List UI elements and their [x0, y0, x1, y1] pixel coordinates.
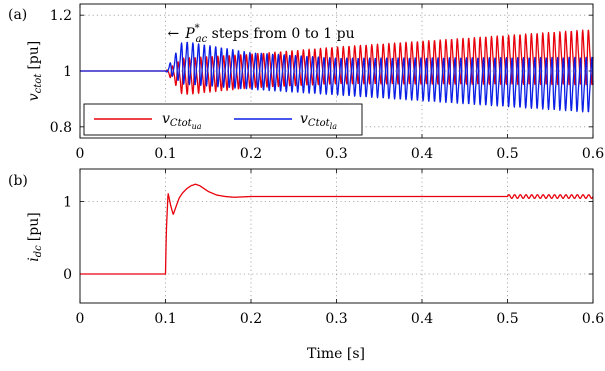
ylabel-a-main: v — [26, 93, 42, 101]
xtick-label-a: 0.1 — [154, 146, 176, 162]
panel-a-series — [79, 29, 594, 113]
series-line-i-dc — [79, 183, 594, 275]
legend-la-subsub: la — [330, 122, 338, 131]
annotation-arrow: ← — [168, 26, 180, 42]
panel-b-series — [79, 183, 594, 275]
xtick-label-a: 0.6 — [582, 146, 604, 162]
panel-a: (a) 0 0.1 0.2 0.3 0.4 0.5 0.60.811.2 vctot[pu]… — [8, 3, 604, 162]
series-line-v-ctot-la — [79, 41, 594, 113]
xtick-label-b: 0 — [76, 311, 85, 327]
xtick-label-b: 0.2 — [240, 311, 262, 327]
ylabel-b-sub: dc — [33, 245, 44, 257]
ytick-label-a: 1 — [63, 64, 72, 80]
legend-ua-name: v — [162, 111, 170, 127]
ylabel-a-unit: [pu] — [26, 41, 42, 70]
panel-b-ticks: 0 0.1 0.2 0.3 0.4 0.5 0.6 0 1 — [63, 169, 604, 327]
annotation-sub: ac — [196, 34, 208, 45]
panel-a-annotation: ← P* ac steps from 0 to 1 pu — [168, 23, 355, 45]
xtick-label-a: 0 — [76, 146, 85, 162]
xtick-label-b: 0.6 — [582, 311, 604, 327]
panel-b-ylabel: idc [pu] — [26, 212, 44, 261]
panel-b-frame — [79, 168, 594, 304]
xtick-label-b: 0.4 — [411, 311, 433, 327]
legend-label-la: vCtotla — [300, 111, 337, 131]
panel-a-ylabel: vctot [pu] — [26, 41, 44, 102]
x-axis-label: Time [s] — [307, 346, 365, 362]
panel-a-label: (a) — [8, 7, 27, 23]
ytick-label-b: 0 — [63, 267, 72, 283]
xtick-label-a: 0.3 — [325, 146, 347, 162]
ytick-label-a: 1.2 — [50, 8, 72, 24]
ytick-label-b: 1 — [63, 195, 72, 211]
annotation-text: steps from 0 to 1 pu — [207, 26, 354, 42]
panel-a-legend: vCtotua vCtotla — [83, 103, 363, 136]
legend-ua-sub: Ctot — [170, 118, 193, 129]
panel-b-grid — [80, 169, 593, 303]
legend-ua-subsub: ua — [192, 122, 202, 131]
ylabel-b-main: i — [26, 257, 42, 261]
panel-b-label: (b) — [8, 173, 28, 189]
legend-la-name: v — [300, 111, 308, 127]
xtick-label-a: 0.5 — [496, 146, 518, 162]
annotation-sup: * — [195, 23, 200, 34]
ytick-label-a: 0.8 — [50, 120, 72, 136]
xtick-label-a: 0.4 — [411, 146, 433, 162]
xtick-label-b: 0.3 — [325, 311, 347, 327]
xtick-label-a: 0.2 — [240, 146, 262, 162]
legend-label-ua: vCtotua — [162, 111, 202, 131]
panel-b: (b) 0 0.1 0.2 0.3 0.4 0.5 0.6 0 1 idc [pu] Time [… — [8, 168, 604, 362]
ylabel-a-sub: ctot — [33, 73, 44, 94]
legend-la-sub: Ctot — [308, 118, 331, 129]
xtick-label-b: 0.5 — [496, 311, 518, 327]
panel-a-frame — [79, 3, 594, 139]
xtick-label-b: 0.1 — [154, 311, 176, 327]
ylabel-b-unit: [pu] — [26, 212, 42, 241]
annotation-symbol: P — [184, 26, 195, 42]
